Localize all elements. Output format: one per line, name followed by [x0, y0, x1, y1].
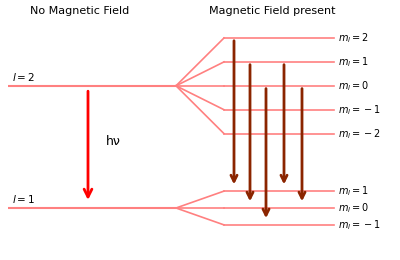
Text: $m_l = -1$: $m_l = -1$	[338, 103, 381, 117]
Text: hν: hν	[106, 135, 121, 148]
Text: $m_l = -2$: $m_l = -2$	[338, 127, 381, 141]
Text: $m_l = 0$: $m_l = 0$	[338, 79, 369, 93]
Text: Magnetic Field present: Magnetic Field present	[209, 6, 335, 16]
Text: $l = 1$: $l = 1$	[12, 193, 35, 205]
Text: No Magnetic Field: No Magnetic Field	[30, 6, 130, 16]
Text: $m_l = 0$: $m_l = 0$	[338, 201, 369, 215]
Text: $m_l = 1$: $m_l = 1$	[338, 184, 369, 198]
Text: $m_l = 1$: $m_l = 1$	[338, 55, 369, 69]
Text: $l = 2$: $l = 2$	[12, 71, 35, 83]
Text: $m_l = 2$: $m_l = 2$	[338, 31, 369, 45]
Text: $m_l = -1$: $m_l = -1$	[338, 218, 381, 232]
